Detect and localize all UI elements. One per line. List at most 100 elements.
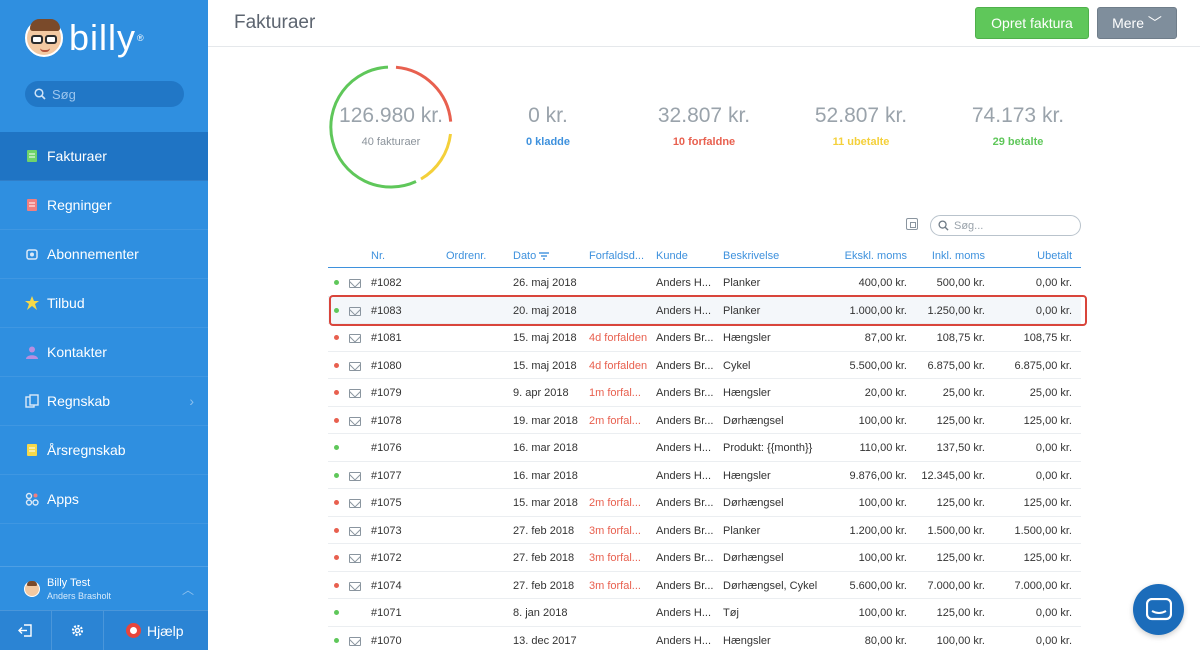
more-button[interactable]: Mere ﹀ bbox=[1097, 7, 1177, 39]
page-title: Fakturaer bbox=[234, 12, 316, 33]
contact-icon bbox=[26, 346, 38, 359]
cell-incl-vat: 1.500,00 kr. bbox=[927, 524, 986, 537]
cell-unpaid: 108,75 kr. bbox=[1023, 332, 1072, 344]
status-dot bbox=[334, 335, 339, 340]
table-row[interactable]: #1083 20. maj 2018 Anders H... Planker 1.000… bbox=[328, 296, 1081, 324]
cell-excl-vat: 400,00 kr. bbox=[858, 277, 907, 289]
cell-due: 2m forfal... bbox=[589, 414, 641, 427]
column-unpaid[interactable]: Ubetalt bbox=[1037, 250, 1072, 262]
cell-date: 20. maj 2018 bbox=[513, 304, 577, 317]
envelope-icon bbox=[349, 526, 361, 536]
columns-toggle-icon[interactable] bbox=[906, 218, 918, 230]
cell-excl-vat: 100,00 kr. bbox=[858, 414, 907, 427]
cell-date: 27. feb 2018 bbox=[513, 524, 575, 537]
total-count: 40 fakturaer bbox=[361, 136, 421, 148]
sidebar-item-kontakter[interactable]: Kontakter bbox=[0, 328, 208, 377]
sidebar-item-apps[interactable]: Apps bbox=[0, 475, 208, 524]
table-row[interactable]: #1071 8. jan 2018 Anders H... Tøj 100,00 kr.… bbox=[328, 599, 1081, 627]
stat-unpaid[interactable]: 52.807 kr. 11 ubetalte bbox=[786, 104, 936, 148]
create-invoice-button[interactable]: Opret faktura bbox=[975, 7, 1089, 39]
cell-unpaid: 0,00 kr. bbox=[1035, 634, 1072, 647]
sidebar-item-regninger[interactable]: Regninger bbox=[0, 181, 208, 230]
logout-button[interactable] bbox=[0, 610, 52, 650]
table-row[interactable]: #1074 27. feb 2018 3m forfal... Anders Br..… bbox=[328, 572, 1081, 599]
cell-excl-vat: 80,00 kr. bbox=[864, 634, 907, 647]
column-description[interactable]: Beskrivelse bbox=[723, 250, 780, 262]
cell-customer: Anders Br... bbox=[656, 579, 714, 592]
user-menu[interactable]: Billy Test Anders Brasholt ︿ bbox=[0, 566, 208, 610]
cell-incl-vat: 7.000,00 kr. bbox=[927, 579, 986, 592]
column-incl-vat[interactable]: Inkl. moms bbox=[931, 250, 985, 262]
cell-nr: #1079 bbox=[371, 387, 402, 399]
cell-unpaid: 125,00 kr. bbox=[1023, 552, 1072, 564]
table-search-input[interactable] bbox=[954, 219, 1064, 232]
cell-excl-vat: 5.600,00 kr. bbox=[849, 579, 908, 592]
chat-icon bbox=[1145, 597, 1172, 620]
envelope-icon bbox=[349, 334, 361, 343]
subscription-icon bbox=[26, 249, 38, 260]
invoice-icon bbox=[27, 150, 37, 162]
cell-incl-vat: 25,00 kr. bbox=[942, 387, 985, 399]
cell-incl-vat: 12.345,00 kr. bbox=[921, 469, 985, 482]
table-row[interactable]: #1080 15. maj 2018 4d forfalden Anders Br..… bbox=[328, 352, 1081, 379]
column-due[interactable]: Forfaldsd... bbox=[589, 250, 645, 262]
column-customer[interactable]: Kunde bbox=[656, 250, 688, 262]
table-row[interactable]: #1079 9. apr 2018 1m forfal... Anders Br...… bbox=[328, 379, 1081, 407]
sidebar-item-abonnementer[interactable]: Abonnementer bbox=[0, 230, 208, 279]
cell-unpaid: 125,00 kr. bbox=[1023, 414, 1072, 427]
sidebar-item-fakturaer[interactable]: Fakturaer bbox=[0, 132, 208, 181]
help-button[interactable]: Hjælp bbox=[104, 623, 184, 639]
cell-incl-vat: 125,00 kr. bbox=[936, 552, 985, 564]
sort-desc-icon bbox=[539, 252, 550, 260]
chat-launcher[interactable] bbox=[1133, 584, 1184, 635]
cell-nr: #1075 bbox=[371, 497, 402, 509]
table-row[interactable]: #1077 16. mar 2018 Anders H... Hængsler 9.87… bbox=[328, 462, 1081, 489]
billy-logo[interactable]: billy® bbox=[25, 16, 145, 60]
logo-text: billy® bbox=[69, 17, 145, 58]
cell-customer: Anders H... bbox=[656, 304, 712, 317]
cell-date: 13. dec 2017 bbox=[513, 634, 577, 647]
cell-customer: Anders H... bbox=[656, 634, 712, 647]
column-nr[interactable]: Nr. bbox=[371, 250, 386, 262]
search-icon bbox=[938, 220, 949, 231]
stat-label: 11 ubetalte bbox=[832, 136, 890, 148]
stat-overdue[interactable]: 32.807 kr. 10 forfaldne bbox=[629, 104, 779, 148]
table-row[interactable]: #1081 15. maj 2018 4d forfalden Anders Br..… bbox=[328, 324, 1081, 352]
table-row[interactable]: #1078 19. mar 2018 2m forfal... Anders Br..… bbox=[328, 407, 1081, 434]
cell-customer: Anders Br... bbox=[656, 497, 714, 509]
column-date-label: Dato bbox=[513, 250, 537, 262]
chevron-up-icon: ︿ bbox=[181, 583, 194, 597]
cell-unpaid: 0,00 kr. bbox=[1035, 442, 1072, 454]
sidebar-item-tilbud[interactable]: Tilbud bbox=[0, 279, 208, 328]
table-row[interactable]: #1070 13. dec 2017 Anders H... Hængsler 80,0… bbox=[328, 627, 1081, 650]
envelope-icon bbox=[349, 581, 361, 591]
sidebar-item-aarsregnskab[interactable]: Årsregnskab bbox=[0, 426, 208, 475]
column-date[interactable]: Dato bbox=[513, 250, 550, 262]
cell-due: 4d forfalden bbox=[589, 332, 648, 344]
settings-button[interactable] bbox=[52, 610, 104, 650]
table-row[interactable]: #1082 26. maj 2018 Anders H... Planker 400,0… bbox=[328, 269, 1081, 297]
stat-amount: 0 kr. bbox=[528, 104, 568, 127]
billy-mascot-icon bbox=[25, 19, 63, 57]
table-row[interactable]: #1076 16. mar 2018 Anders H... Produkt: {{m… bbox=[328, 434, 1081, 462]
cell-unpaid: 7.000,00 kr. bbox=[1014, 579, 1073, 592]
cell-incl-vat: 500,00 kr. bbox=[936, 277, 985, 289]
sidebar-item-regnskab[interactable]: Regnskab › bbox=[0, 377, 208, 426]
table-row[interactable]: #1075 15. mar 2018 2m forfal... Anders Br..… bbox=[328, 489, 1081, 517]
column-excl-vat[interactable]: Ekskl. moms bbox=[844, 250, 907, 262]
user-organization: Anders Brasholt bbox=[47, 590, 112, 601]
cell-nr: #1083 bbox=[371, 304, 402, 317]
cell-customer: Anders H... bbox=[656, 277, 712, 289]
stat-paid[interactable]: 74.173 kr. 29 betalte bbox=[943, 104, 1093, 148]
cell-description: Dørhængsel, Cykel bbox=[723, 579, 818, 592]
cell-date: 19. mar 2018 bbox=[513, 414, 578, 427]
status-dot bbox=[334, 527, 339, 533]
column-order[interactable]: Ordrenr. bbox=[446, 250, 487, 262]
table-row[interactable]: #1072 27. feb 2018 3m forfal... Anders Br..… bbox=[328, 544, 1081, 572]
cell-unpaid: 0,00 kr. bbox=[1035, 304, 1072, 317]
cell-excl-vat: 20,00 kr. bbox=[864, 387, 907, 399]
sidebar-search-input[interactable] bbox=[52, 86, 172, 102]
stat-draft[interactable]: 0 kr. 0 kladde bbox=[473, 104, 623, 148]
table-row[interactable]: #1073 27. feb 2018 3m forfal... Anders Br..… bbox=[328, 517, 1081, 544]
cell-date: 15. maj 2018 bbox=[513, 332, 577, 344]
